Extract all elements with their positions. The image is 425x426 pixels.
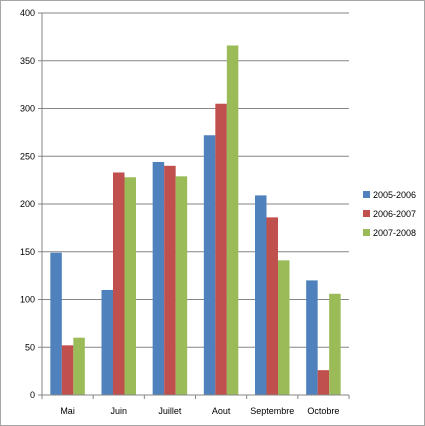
y-tick-label: 300 <box>20 104 35 114</box>
bars <box>50 45 341 396</box>
bar-aout-2006-2007 <box>215 103 227 395</box>
legend: 2005-2006 2006-2007 2007-2008 <box>363 190 416 238</box>
bar-mai-2007-2008 <box>73 337 85 395</box>
y-tick-label: 150 <box>20 247 35 257</box>
bar-octobre-2005-2006 <box>306 280 318 395</box>
legend-label: 2005-2006 <box>373 190 416 200</box>
bar-juin-2007-2008 <box>124 177 136 395</box>
bar-juillet-2006-2007 <box>164 165 176 395</box>
y-tick-labels: 0 50 100 150 200 250 300 350 400 <box>20 8 35 400</box>
y-tick-label: 0 <box>30 390 35 400</box>
legend-swatch <box>363 210 370 217</box>
y-tick-label: 250 <box>20 151 35 161</box>
x-tick-label: Septembre <box>250 406 294 416</box>
x-tick-label: Aout <box>212 406 231 416</box>
bar-octobre-2006-2007 <box>317 370 330 395</box>
y-tick-label: 400 <box>20 8 35 18</box>
bar-septembre-2006-2007 <box>266 217 278 395</box>
x-tick-labels: Mai Juin Juillet Aout Septembre Octobre <box>60 406 339 416</box>
bar-juillet-2005-2006 <box>152 161 165 395</box>
x-tick-label: Juillet <box>158 406 182 416</box>
bar-mai-2006-2007 <box>61 345 74 395</box>
bar-aout-2007-2008 <box>226 45 239 395</box>
legend-swatch <box>363 191 370 198</box>
x-tick-label: Juin <box>110 406 127 416</box>
bar-septembre-2007-2008 <box>278 260 290 395</box>
gridlines <box>42 12 349 348</box>
x-tick-label: Octobre <box>307 406 339 416</box>
legend-swatch <box>363 229 370 236</box>
y-tick-label: 50 <box>25 342 35 352</box>
y-tick-label: 100 <box>20 295 35 305</box>
y-tick-label: 350 <box>20 56 35 66</box>
bar-octobre-2007-2008 <box>329 293 341 395</box>
axes <box>38 12 350 399</box>
bar-juin-2006-2007 <box>113 172 125 395</box>
bar-juin-2005-2006 <box>101 289 113 395</box>
legend-label: 2007-2008 <box>373 228 416 238</box>
legend-label: 2006-2007 <box>373 209 416 219</box>
y-tick-label: 200 <box>20 199 35 209</box>
bar-aout-2005-2006 <box>203 135 216 396</box>
bar-mai-2005-2006 <box>50 252 62 395</box>
bar-septembre-2005-2006 <box>255 195 267 395</box>
x-tick-label: Mai <box>60 406 75 416</box>
bar-juillet-2007-2008 <box>175 176 188 395</box>
